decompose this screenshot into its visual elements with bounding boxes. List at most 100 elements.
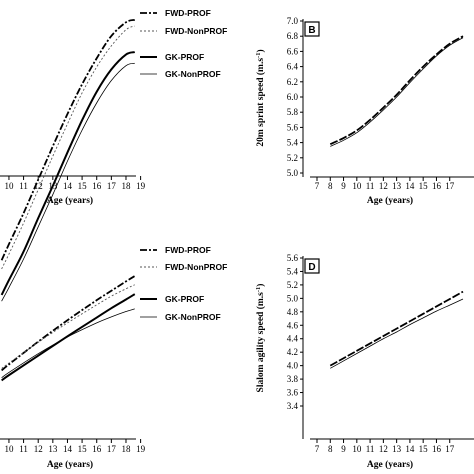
legend-label: GK-PROF [165,52,204,62]
x-tick-label: 14 [63,444,73,454]
panel-d: 7 8 9 10 11 12 13 14 15 16 17 Age (years) 3.4 3.6 3.8 4… [255,253,474,470]
y-tick-label: 5.4 [287,266,299,276]
x-tick-label: 17 [107,444,117,454]
y-tick-label: 6.2 [287,77,298,87]
x-tick-label: 15 [419,181,429,191]
y-tick-label: 5.2 [287,280,298,290]
x-tick-label: 12 [379,181,388,191]
y-tick-label: 3.8 [287,374,299,384]
series-group [329,35,464,147]
y-tick-label: 6.6 [287,46,299,56]
legend-label: GK-NonPROF [165,312,221,322]
fwd-nonprof-line [1,25,135,270]
x-tick-label: 10 [352,444,362,454]
x-axis-title: Age (years) [367,195,413,206]
x-tick-label: 9 [341,181,346,191]
y-tick-label: 5.4 [287,138,299,148]
fwd-prof-line [1,275,136,372]
x-tick-label: 11 [366,444,375,454]
series-1-line [329,35,464,145]
gk-prof-line [1,293,136,382]
panel-letter: D [308,262,315,273]
panel-letter: B [308,25,315,36]
x-tick-label: 9 [341,444,346,454]
x-tick-label: 10 [4,181,14,191]
y-tick-label: 4.8 [287,307,299,317]
x-tick-label: 14 [63,181,73,191]
x-tick-label: 8 [328,181,333,191]
legend-label: GK-PROF [165,294,204,304]
legend-label: FWD-PROF [165,245,211,255]
series-1-line [329,290,464,367]
series-group [1,275,136,382]
y-tick-label: 7.0 [287,16,299,26]
x-tick-label: 15 [419,444,429,454]
x-tick-label: 8 [328,444,333,454]
x-tick-label: 11 [366,181,375,191]
x-tick-label: 12 [34,444,43,454]
x-tick-label: 10 [4,444,14,454]
legend-label: GK-NonPROF [165,69,221,79]
y-tick-label: 5.2 [287,153,298,163]
x-tick-label: 17 [445,181,455,191]
panel-c: 10 11 12 13 14 15 16 17 18 19 Age (years) FWD-PROF F… [0,245,227,470]
panel-b: 7 8 9 10 11 12 13 14 15 16 17 Age (years) 5.0 5.2 5.4 5… [255,16,474,206]
gk-prof-line [0,51,136,296]
x-tick-label: 12 [379,444,388,454]
x-tick-label: 19 [136,181,146,191]
y-tick-label: 6.8 [287,31,299,41]
y-tick-label: 5.0 [287,168,299,178]
legend-label: FWD-PROF [165,8,211,18]
y-tick-label: 4.6 [287,320,299,330]
y-tick-label: 3.4 [287,401,299,411]
x-tick-label: 16 [432,444,442,454]
y-tick-label: 3.6 [287,388,299,398]
x-tick-label: 18 [121,181,131,191]
y-axis-title-superscript: -1 [255,287,262,292]
y-tick-label: 6.4 [287,62,299,72]
x-tick-label: 11 [19,181,28,191]
x-tick-label: 7 [315,444,320,454]
fwd-nonprof-line [1,284,135,369]
y-tick-label: 4.0 [287,361,299,371]
x-axis-title: Age (years) [47,195,93,206]
legend-label: FWD-NonPROF [165,262,227,272]
y-tick-label: 5.6 [287,122,299,132]
panel-letter-box [304,258,320,274]
y-tick-label: 4.2 [287,347,298,357]
series-2-line [330,298,464,369]
x-tick-label: 13 [48,444,58,454]
series-2-line [330,37,464,147]
legend-label: FWD-NonPROF [165,26,227,36]
y-axis-title: 20m sprint speed (m.s-1) [255,49,266,146]
y-axis-title-superscript: -1 [255,53,262,58]
x-tick-label: 7 [315,181,320,191]
x-tick-label: 15 [78,181,88,191]
x-tick-label: 17 [107,181,117,191]
x-axis-title: Age (years) [47,459,93,470]
y-tick-label: 6.0 [287,92,299,102]
x-tick-label: 10 [352,181,362,191]
x-tick-label: 14 [405,444,415,454]
x-tick-label: 13 [392,181,402,191]
y-axis-title-main: Slalom agility speed (m.s [255,292,266,393]
y-tick-label: 4.4 [287,334,299,344]
x-tick-label: 11 [19,444,28,454]
fwd-prof-line [0,18,136,261]
x-tick-label: 16 [92,444,102,454]
series-group [0,18,136,302]
y-axis-title-end: ) [255,284,266,287]
x-tick-label: 19 [136,444,146,454]
y-tick-label: 5.8 [287,107,299,117]
gk-nonprof-line [1,62,135,302]
gk-nonprof-line [1,308,135,379]
x-tick-label: 16 [92,181,102,191]
x-tick-label: 17 [445,444,455,454]
series-group [329,290,464,369]
x-axis-title: Age (years) [367,459,413,470]
x-tick-label: 14 [405,181,415,191]
y-tick-label: 5.6 [287,253,299,263]
panel-letter-box [304,21,320,37]
x-tick-label: 15 [78,444,88,454]
